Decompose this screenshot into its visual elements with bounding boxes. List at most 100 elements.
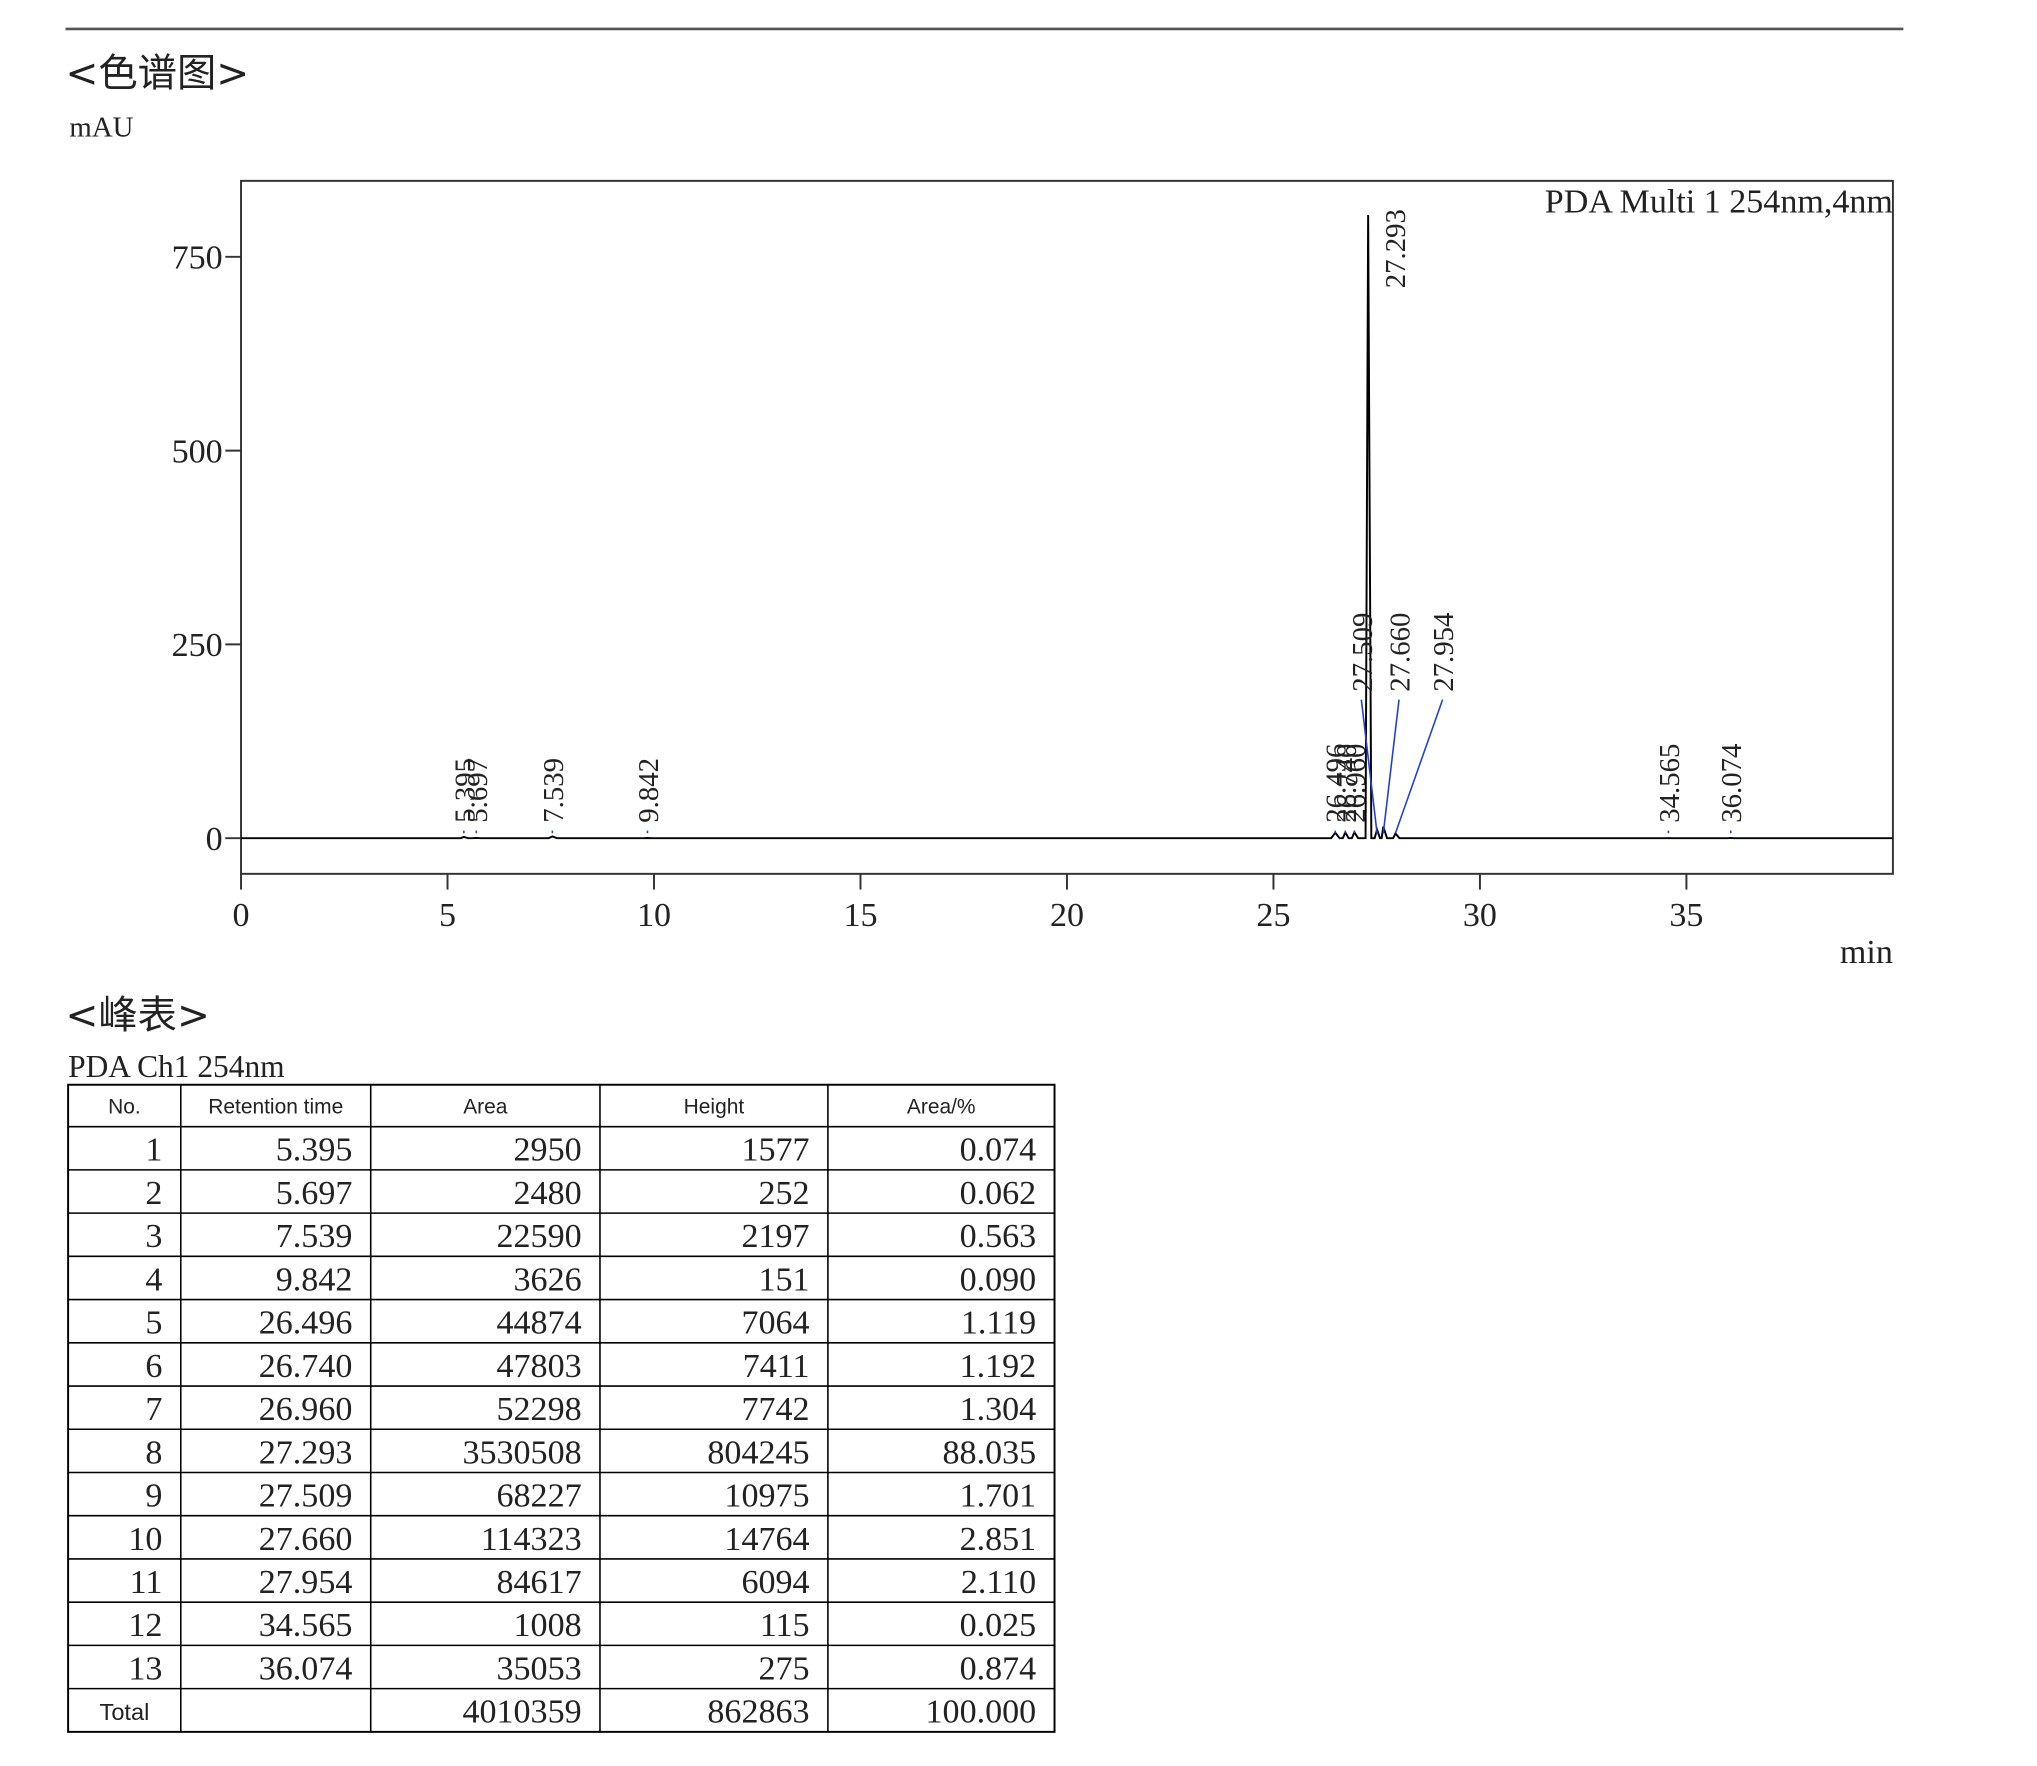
cell: 9.842 bbox=[276, 1261, 353, 1298]
cell: 2 bbox=[145, 1175, 162, 1212]
peak-connector bbox=[1360, 699, 1378, 834]
legend-text: PDA Multi 1 254nm,4nm bbox=[1545, 183, 1893, 220]
chart-heading: <色谱图> bbox=[65, 52, 249, 97]
cell: 5.395 bbox=[276, 1132, 353, 1169]
column-header: Height bbox=[684, 1096, 745, 1119]
cell: 6 bbox=[145, 1348, 162, 1385]
peak-label: 9.842 bbox=[633, 758, 665, 823]
cell: 2197 bbox=[741, 1218, 809, 1255]
cell: 88.035 bbox=[943, 1434, 1037, 1471]
y-tick-label: 750 bbox=[172, 240, 223, 277]
y-tick-label: 500 bbox=[172, 433, 223, 470]
cell: 0.062 bbox=[960, 1175, 1037, 1212]
cell: 3 bbox=[145, 1218, 162, 1255]
cell: 1.304 bbox=[960, 1391, 1037, 1428]
total-cell: 4010359 bbox=[462, 1694, 581, 1731]
cell: 14764 bbox=[724, 1521, 809, 1558]
cell: 27.509 bbox=[259, 1478, 353, 1515]
cell: 7742 bbox=[741, 1391, 809, 1428]
peak-label: 27.660 bbox=[1385, 613, 1417, 692]
peak-label: 27.293 bbox=[1380, 209, 1412, 288]
table-frame bbox=[67, 1083, 1056, 1733]
cell: 1 bbox=[145, 1132, 162, 1169]
cell: 35053 bbox=[497, 1650, 582, 1687]
cell: 0.090 bbox=[960, 1261, 1037, 1298]
cell: 84617 bbox=[497, 1564, 582, 1601]
y-tick-label: 250 bbox=[172, 627, 223, 664]
cell: 7411 bbox=[743, 1348, 810, 1385]
cell: 7064 bbox=[741, 1305, 809, 1342]
x-tick-label: 35 bbox=[1669, 897, 1703, 934]
cell: 27.954 bbox=[259, 1564, 353, 1601]
peak-label: 27.954 bbox=[1428, 613, 1460, 692]
peak-connector bbox=[1394, 699, 1444, 834]
peak-label: 5.395 bbox=[449, 758, 481, 823]
x-tick-label: 10 bbox=[637, 897, 671, 934]
cell: 10 bbox=[128, 1521, 162, 1558]
cell: 7.539 bbox=[276, 1218, 353, 1255]
x-tick-label: 20 bbox=[1050, 897, 1084, 934]
table-channel: PDA Ch1 254nm bbox=[68, 1049, 285, 1084]
peak-label: 26.496 bbox=[1321, 744, 1353, 823]
column-header: Retention time bbox=[208, 1096, 343, 1119]
cell: 3530508 bbox=[462, 1434, 581, 1471]
peak-label: 26.740 bbox=[1331, 744, 1363, 823]
cell: 1.192 bbox=[960, 1348, 1037, 1385]
cell: 2950 bbox=[514, 1132, 582, 1169]
cell: 804245 bbox=[707, 1434, 809, 1471]
column-header: Area bbox=[463, 1096, 508, 1119]
x-tick-label: 0 bbox=[233, 897, 250, 934]
cell: 44874 bbox=[497, 1305, 582, 1342]
cell: 1.701 bbox=[960, 1478, 1037, 1515]
cell: 1008 bbox=[514, 1607, 582, 1644]
cell: 34.565 bbox=[259, 1607, 353, 1644]
cell: 52298 bbox=[497, 1391, 582, 1428]
cell: 0.874 bbox=[960, 1650, 1037, 1687]
peak-label: 27.509 bbox=[1347, 613, 1379, 692]
cell: 6094 bbox=[741, 1564, 809, 1601]
cell: 27.660 bbox=[259, 1521, 353, 1558]
cell: 275 bbox=[758, 1650, 809, 1687]
x-tick-label: 5 bbox=[439, 897, 456, 934]
peak-connector bbox=[1382, 699, 1400, 834]
cell: 47803 bbox=[497, 1348, 582, 1385]
cell: 36.074 bbox=[259, 1650, 353, 1687]
cell: 10975 bbox=[724, 1478, 809, 1515]
cell: 0.074 bbox=[960, 1132, 1037, 1169]
peak-label: 34.565 bbox=[1654, 744, 1686, 823]
total-label: Total bbox=[100, 1699, 150, 1725]
table-heading: <峰表> bbox=[65, 993, 209, 1038]
x-tick-label: 25 bbox=[1256, 897, 1290, 934]
x-tick-label: 15 bbox=[843, 897, 877, 934]
cell: 26.496 bbox=[259, 1305, 353, 1342]
peak-table: No. Retention time Area Height Area/% 1 5.395 2… bbox=[67, 1083, 1056, 1733]
cell: 13 bbox=[128, 1650, 162, 1687]
cell: 26.960 bbox=[259, 1391, 353, 1428]
peak-label: 5.697 bbox=[462, 758, 494, 823]
cell: 0.563 bbox=[960, 1218, 1037, 1255]
cell: 68227 bbox=[497, 1478, 582, 1515]
y-axis-label: mAU bbox=[69, 111, 133, 143]
cell: 22590 bbox=[497, 1218, 582, 1255]
cell: 2.851 bbox=[960, 1521, 1037, 1558]
column-header: Area/% bbox=[907, 1096, 976, 1119]
cell: 5.697 bbox=[276, 1175, 353, 1212]
cell: 26.740 bbox=[259, 1348, 353, 1385]
total-cell: 100.000 bbox=[926, 1694, 1037, 1731]
cell: 27.293 bbox=[259, 1434, 353, 1471]
cell: 9 bbox=[145, 1478, 162, 1515]
cell: 5 bbox=[145, 1305, 162, 1342]
chromatogram-trace bbox=[241, 214, 1893, 840]
cell: 11 bbox=[130, 1564, 163, 1601]
cell: 252 bbox=[758, 1175, 809, 1212]
cell: 0.025 bbox=[960, 1607, 1037, 1644]
cell: 2.110 bbox=[961, 1564, 1036, 1601]
cell: 1577 bbox=[741, 1132, 809, 1169]
peak-label: 36.074 bbox=[1716, 744, 1748, 823]
cell: 151 bbox=[758, 1261, 809, 1298]
cell: 8 bbox=[145, 1434, 162, 1471]
column-header: No. bbox=[108, 1096, 141, 1119]
cell: 114323 bbox=[481, 1521, 582, 1558]
